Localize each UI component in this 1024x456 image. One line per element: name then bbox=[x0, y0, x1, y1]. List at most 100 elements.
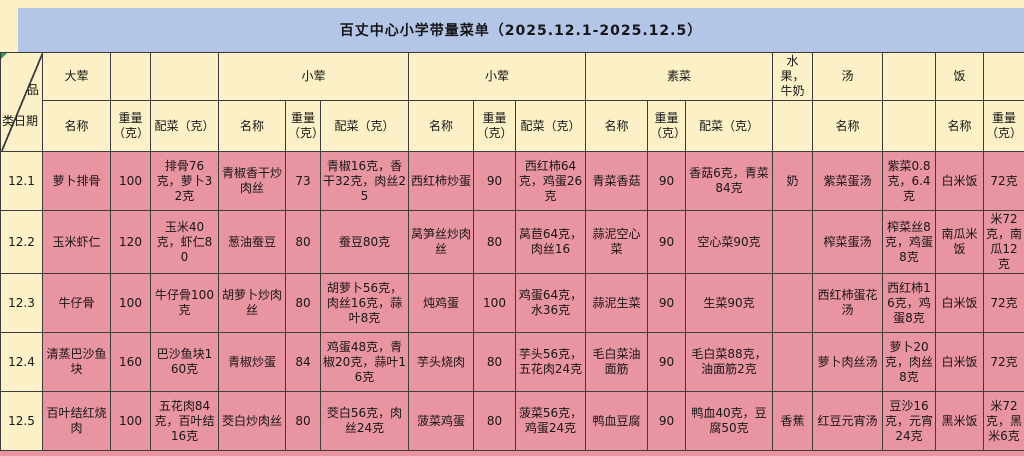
cell-fruit_milk[interactable] bbox=[773, 274, 813, 333]
cell-dahun-name[interactable]: 牛仔骨 bbox=[43, 274, 111, 333]
cell-xiaohun2-name[interactable]: 西红柿炒蛋 bbox=[409, 152, 474, 211]
cell-xiaohun2-weight[interactable]: 80 bbox=[474, 211, 516, 274]
cell-sucai-side[interactable]: 香菇6克，青菜84克 bbox=[686, 152, 773, 211]
header-sucai-name[interactable]: 名称 bbox=[586, 101, 648, 152]
cell-xiaohun2-weight[interactable]: 100 bbox=[474, 274, 516, 333]
cell-xiaohun1-side[interactable]: 青椒16克，香干32克，肉丝25 bbox=[321, 152, 409, 211]
cell-soup-name[interactable]: 萝卜肉丝汤 bbox=[813, 333, 883, 392]
cell-xiaohun1-name[interactable]: 葱油蚕豆 bbox=[219, 211, 286, 274]
cell-xiaohun1-weight[interactable]: 84 bbox=[286, 333, 321, 392]
cell-soup-detail[interactable]: 榨菜丝8克，鸡蛋8克 bbox=[883, 211, 936, 274]
cell-xiaohun1-side[interactable]: 鸡蛋48克，青椒20克，蒜叶16克 bbox=[321, 333, 409, 392]
cell-xiaohun2-weight[interactable]: 80 bbox=[474, 392, 516, 451]
cell-dahun-side[interactable]: 五花肉84克，百叶结16克 bbox=[151, 392, 219, 451]
cell-soup-detail[interactable]: 西红柿16克，鸡蛋8克 bbox=[883, 274, 936, 333]
header-dahun-name[interactable]: 名称 bbox=[43, 101, 111, 152]
cell-fruit_milk[interactable] bbox=[773, 333, 813, 392]
cell-fruit_milk[interactable]: 香蕉 bbox=[773, 392, 813, 451]
header-empty-cell[interactable] bbox=[111, 53, 151, 101]
cell-date[interactable]: 12.3 bbox=[1, 274, 43, 333]
cell-rice-weight[interactable]: 72克 bbox=[984, 333, 1024, 392]
cell-xiaohun1-weight[interactable]: 80 bbox=[286, 392, 321, 451]
header-soup-name[interactable]: 名称 bbox=[813, 101, 883, 152]
header-group-dahun[interactable]: 大荤 bbox=[43, 53, 111, 101]
cell-rice-weight[interactable]: 米72克，黑米6克 bbox=[984, 392, 1024, 451]
header-rice-weight[interactable]: 重量（克） bbox=[984, 101, 1024, 152]
cell-date[interactable]: 12.2 bbox=[1, 211, 43, 274]
header-dahun-weight[interactable]: 重量（克） bbox=[111, 101, 151, 152]
header-group-soup[interactable]: 汤 bbox=[813, 53, 883, 101]
cell-sucai-weight[interactable]: 90 bbox=[648, 333, 686, 392]
header-empty-cell[interactable] bbox=[151, 53, 219, 101]
cell-xiaohun2-side[interactable]: 莴苣64克，肉丝16 bbox=[516, 211, 586, 274]
cell-dahun-side[interactable]: 玉米40克，虾仁80 bbox=[151, 211, 219, 274]
cell-dahun-side[interactable]: 巴沙鱼块160克 bbox=[151, 333, 219, 392]
cell-dahun-name[interactable]: 清蒸巴沙鱼块 bbox=[43, 333, 111, 392]
cell-sucai-side[interactable]: 空心菜90克 bbox=[686, 211, 773, 274]
cell-sucai-name[interactable]: 蒜泥生菜 bbox=[586, 274, 648, 333]
cell-xiaohun1-weight[interactable]: 80 bbox=[286, 274, 321, 333]
title-bar[interactable]: 百丈中心小学带量菜单（2025.12.1-2025.12.5） bbox=[18, 8, 1024, 52]
cell-rice-weight[interactable]: 米72克，南瓜12克 bbox=[984, 211, 1024, 274]
cell-soup-name[interactable]: 红豆元宵汤 bbox=[813, 392, 883, 451]
cell-date[interactable]: 12.5 bbox=[1, 392, 43, 451]
cell-sucai-side[interactable]: 生菜90克 bbox=[686, 274, 773, 333]
cell-date[interactable]: 12.4 bbox=[1, 333, 43, 392]
cell-soup-detail[interactable]: 萝卜20克，肉丝8克 bbox=[883, 333, 936, 392]
header-xiaohun2-weight[interactable]: 重量（克） bbox=[474, 101, 516, 152]
header-fruit-milk-sub[interactable] bbox=[773, 101, 813, 152]
header-group-sucai[interactable]: 素菜 bbox=[586, 53, 773, 101]
cell-dahun-weight[interactable]: 100 bbox=[111, 274, 151, 333]
cell-xiaohun1-side[interactable]: 茭白56克，肉丝24克 bbox=[321, 392, 409, 451]
cell-xiaohun2-name[interactable]: 莴笋丝炒肉丝 bbox=[409, 211, 474, 274]
cell-xiaohun2-weight[interactable]: 90 bbox=[474, 152, 516, 211]
header-group-xiaohun-1[interactable]: 小荤 bbox=[219, 53, 409, 101]
cell-dahun-side[interactable]: 排骨76克，萝卜32克 bbox=[151, 152, 219, 211]
cell-xiaohun2-weight[interactable]: 80 bbox=[474, 333, 516, 392]
cell-sucai-name[interactable]: 蒜泥空心菜 bbox=[586, 211, 648, 274]
header-dahun-side[interactable]: 配菜（克） bbox=[151, 101, 219, 152]
cell-soup-name[interactable]: 榨菜蛋汤 bbox=[813, 211, 883, 274]
header-xiaohun2-side[interactable]: 配菜（克） bbox=[516, 101, 586, 152]
header-group-xiaohun-2[interactable]: 小荤 bbox=[409, 53, 586, 101]
header-sucai-weight[interactable]: 重量（克） bbox=[648, 101, 686, 152]
cell-xiaohun2-name[interactable]: 芋头烧肉 bbox=[409, 333, 474, 392]
cell-sucai-name[interactable]: 鸭血豆腐 bbox=[586, 392, 648, 451]
cell-dahun-weight[interactable]: 120 bbox=[111, 211, 151, 274]
cell-xiaohun2-side[interactable]: 鸡蛋64克，水36克 bbox=[516, 274, 586, 333]
cell-rice-name[interactable]: 黑米饭 bbox=[936, 392, 984, 451]
cell-dahun-name[interactable]: 玉米虾仁 bbox=[43, 211, 111, 274]
header-soup-detail[interactable] bbox=[883, 101, 936, 152]
cell-soup-detail[interactable]: 豆沙16克，元宵24克 bbox=[883, 392, 936, 451]
cell-rice-name[interactable]: 白米饭 bbox=[936, 333, 984, 392]
cell-rice-weight[interactable]: 72克 bbox=[984, 274, 1024, 333]
cell-xiaohun1-name[interactable]: 茭白炒肉丝 bbox=[219, 392, 286, 451]
cell-rice-name[interactable]: 白米饭 bbox=[936, 152, 984, 211]
header-group-fruit-milk[interactable]: 水果，牛奶 bbox=[773, 53, 813, 101]
cell-dahun-weight[interactable]: 100 bbox=[111, 392, 151, 451]
cell-xiaohun2-name[interactable]: 菠菜鸡蛋 bbox=[409, 392, 474, 451]
cell-xiaohun1-side[interactable]: 蚕豆80克 bbox=[321, 211, 409, 274]
cell-sucai-weight[interactable]: 90 bbox=[648, 392, 686, 451]
cell-sucai-side[interactable]: 毛白菜88克，油面筋2克 bbox=[686, 333, 773, 392]
cell-xiaohun1-weight[interactable]: 80 bbox=[286, 211, 321, 274]
cell-xiaohun1-name[interactable]: 胡萝卜炒肉丝 bbox=[219, 274, 286, 333]
cell-date[interactable]: 12.1 bbox=[1, 152, 43, 211]
cell-xiaohun2-side[interactable]: 芋头56克，五花肉24克 bbox=[516, 333, 586, 392]
header-xiaohun1-name[interactable]: 名称 bbox=[219, 101, 286, 152]
header-xiaohun1-weight[interactable]: 重量（克） bbox=[286, 101, 321, 152]
header-empty-cell[interactable] bbox=[883, 53, 936, 101]
cell-sucai-weight[interactable]: 90 bbox=[648, 152, 686, 211]
cell-xiaohun2-side[interactable]: 西红柿64克，鸡蛋26克 bbox=[516, 152, 586, 211]
cell-rice-weight[interactable]: 72克 bbox=[984, 152, 1024, 211]
header-sucai-side[interactable]: 配菜（克） bbox=[686, 101, 773, 152]
header-empty-cell[interactable] bbox=[984, 53, 1024, 101]
cell-rice-name[interactable]: 白米饭 bbox=[936, 274, 984, 333]
cell-soup-detail[interactable]: 紫菜0.8克，6.4克 bbox=[883, 152, 936, 211]
header-group-rice[interactable]: 饭 bbox=[936, 53, 984, 101]
header-rice-name[interactable]: 名称 bbox=[936, 101, 984, 152]
cell-xiaohun2-side[interactable]: 菠菜56克，鸡蛋24克 bbox=[516, 392, 586, 451]
cell-sucai-side[interactable]: 鸭血40克，豆腐50克 bbox=[686, 392, 773, 451]
cell-xiaohun1-weight[interactable]: 73 bbox=[286, 152, 321, 211]
cell-rice-name[interactable]: 南瓜米饭 bbox=[936, 211, 984, 274]
